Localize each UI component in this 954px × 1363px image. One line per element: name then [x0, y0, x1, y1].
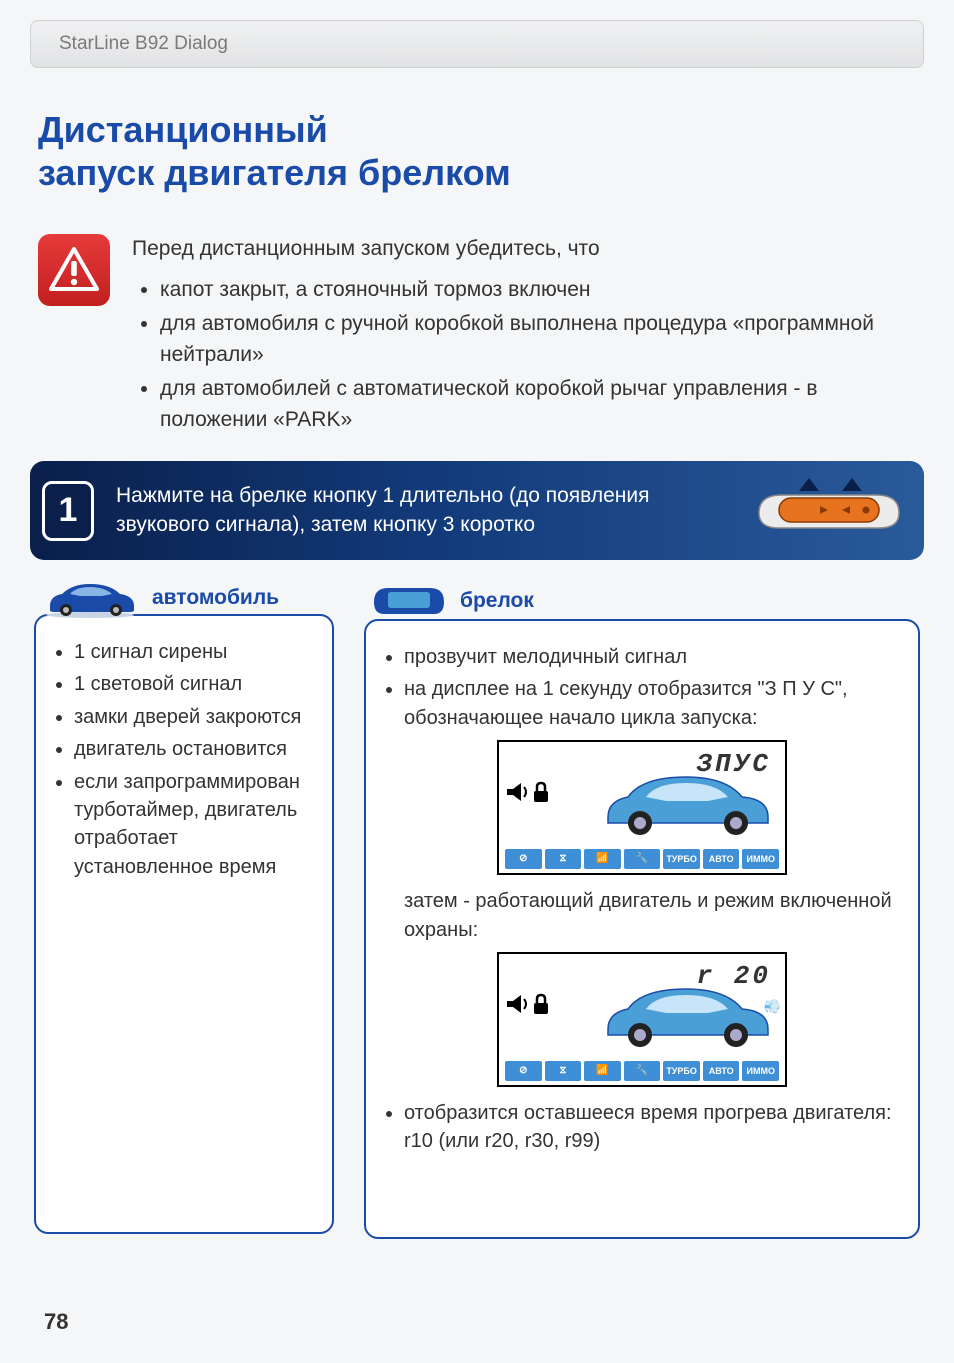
lcd-chip: ⧖	[545, 1061, 582, 1081]
car-column-title: автомобиль	[152, 586, 279, 610]
car-list: 1 сигнал сирены 1 световой сигнал замки …	[50, 638, 318, 881]
header-product-bar: StarLine B92 Dialog	[30, 20, 924, 68]
product-name: StarLine B92 Dialog	[59, 33, 228, 54]
lcd2-indicator-row: ⊘ ⧖ 📶 🔧 ТУРБО АВТО ИММО	[505, 1061, 779, 1081]
lock-icon	[531, 780, 551, 804]
lcd-display-1: ЗПУС	[497, 740, 787, 875]
warning-item: для автомобиля с ручной коробкой выполне…	[160, 309, 916, 370]
car-icon	[40, 578, 140, 618]
remote-item: прозвучит мелодичный сигнал	[404, 643, 904, 671]
remote-column-box: прозвучит мелодичный сигнал на дисплее н…	[364, 619, 920, 1239]
page-number: 78	[44, 1309, 68, 1335]
lcd-chip: ИММО	[742, 849, 779, 869]
lcd2-status-icons	[505, 992, 551, 1016]
car-item: если запрограммирован турботаймер, двига…	[74, 768, 318, 882]
lcd-chip: ТУРБО	[663, 849, 700, 869]
warning-intro: Перед дистанционным запуском убедитесь, …	[132, 234, 916, 264]
car-column-box: 1 сигнал сирены 1 световой сигнал замки …	[34, 614, 334, 1234]
warning-block: Перед дистанционным запуском убедитесь, …	[30, 234, 924, 439]
keyfob-icon	[754, 473, 904, 548]
remote-column-title: брелок	[460, 589, 534, 613]
warning-item: капот закрыт, а стояночный тормоз включе…	[160, 275, 916, 305]
lcd1-indicator-row: ⊘ ⧖ 📶 🔧 ТУРБО АВТО ИММО	[505, 849, 779, 869]
horn-icon	[505, 993, 529, 1015]
lcd2-car-icon	[600, 979, 775, 1057]
keyfob-small-icon	[370, 578, 448, 623]
remote-mid-paragraph: затем - работающий двигатель и режим вкл…	[404, 887, 904, 944]
step-text: Нажмите на брелке кнопку 1 длительно (до…	[116, 482, 732, 539]
warning-icon	[38, 234, 110, 306]
remote-item: отобразится оставшееся время прогрева дв…	[404, 1099, 904, 1156]
horn-icon	[505, 781, 529, 803]
lcd-chip: АВТО	[703, 849, 740, 869]
lcd-chip: 📶	[584, 849, 621, 869]
warning-list: капот закрыт, а стояночный тормоз включе…	[132, 275, 916, 435]
car-item: 1 сигнал сирены	[74, 638, 318, 666]
lcd-chip: АВТО	[703, 1061, 740, 1081]
step-number: 1	[42, 481, 94, 541]
remote-item: на дисплее на 1 секунду отобразится "З П…	[404, 675, 904, 732]
page-title: Дистанционный запуск двигателя брелком	[38, 108, 924, 194]
lcd-chip: ТУРБО	[663, 1061, 700, 1081]
warning-text: Перед дистанционным запуском убедитесь, …	[132, 234, 916, 439]
lcd1-car-icon	[600, 767, 775, 845]
car-item: двигатель остановится	[74, 735, 318, 763]
remote-column-header: брелок	[364, 578, 920, 623]
warning-item: для автомобилей с автоматической коробко…	[160, 374, 916, 435]
lcd-chip: ⊘	[505, 849, 542, 869]
car-item: 1 световой сигнал	[74, 670, 318, 698]
lcd-chip: ⧖	[545, 849, 582, 869]
lcd-chip: 🔧	[624, 1061, 661, 1081]
car-item: замки дверей закроются	[74, 703, 318, 731]
lcd-chip: 📶	[584, 1061, 621, 1081]
lcd-chip: 🔧	[624, 849, 661, 869]
lcd-chip: ИММО	[742, 1061, 779, 1081]
lcd-chip: ⊘	[505, 1061, 542, 1081]
car-column-header: автомобиль	[34, 578, 334, 618]
step-instruction: 1 Нажмите на брелке кнопку 1 длительно (…	[30, 461, 924, 560]
lcd-display-2: r 20 💨	[497, 952, 787, 1087]
lcd1-status-icons	[505, 780, 551, 804]
lock-icon	[531, 992, 551, 1016]
